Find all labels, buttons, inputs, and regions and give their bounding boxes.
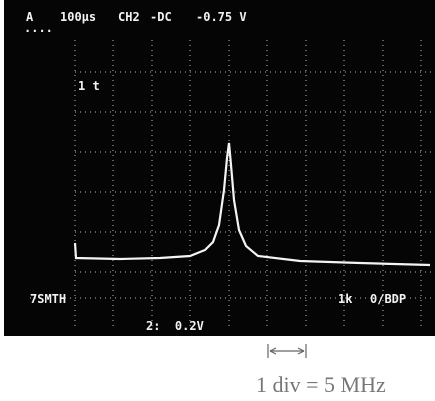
caption: 1 div = 5 MHz <box>256 372 386 397</box>
mode: 7SMTH <box>30 292 66 306</box>
div-arrow <box>268 344 306 358</box>
scale: 2: 0.2V <box>146 319 204 333</box>
page: A 100μs CH2 -DC -0.75 V .... 1 t 7SMTH 1… <box>0 0 435 401</box>
timebase: 100μs <box>60 10 96 24</box>
scope-screen <box>4 0 435 336</box>
acquire: 0/BDP <box>370 292 406 306</box>
level: -0.75 V <box>196 10 247 24</box>
coupling: -DC <box>150 10 172 24</box>
trigger-marker: 1 t <box>78 79 100 93</box>
source: CH2 <box>118 10 140 24</box>
record: 1k <box>338 292 353 306</box>
dots: .... <box>24 21 53 35</box>
